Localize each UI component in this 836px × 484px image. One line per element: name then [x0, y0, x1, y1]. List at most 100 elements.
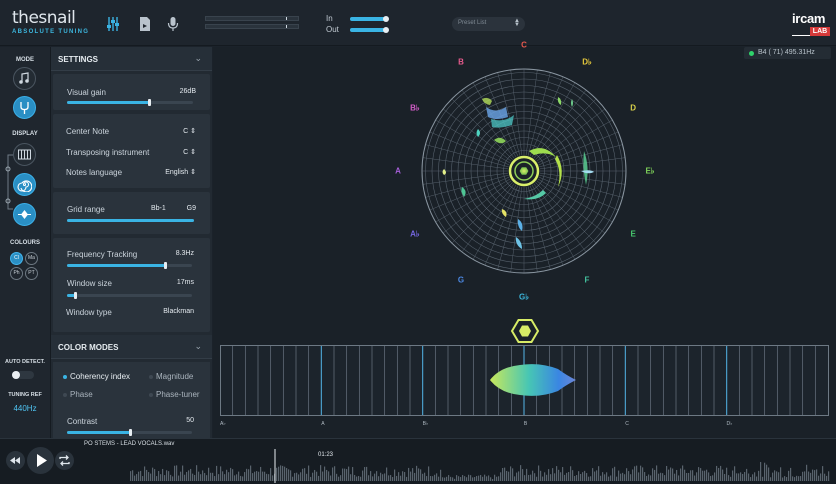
preset-dropdown[interactable]: Preset List ▲ ▼ [452, 17, 525, 31]
tuner-keyboard-strip[interactable] [220, 345, 830, 419]
mode-tuner-button[interactable] [13, 96, 36, 119]
microphone-icon[interactable] [165, 15, 181, 33]
spiral-grid-spoke [531, 82, 576, 158]
spiral-grid-spoke [472, 184, 517, 260]
colour-cl-button[interactable]: Cl [10, 252, 23, 265]
frequency-tracking-knob[interactable] [163, 262, 167, 269]
waveform-bar [466, 477, 468, 481]
colour-ma-button[interactable]: Ma [25, 252, 38, 265]
rewind-button[interactable] [6, 451, 25, 470]
input-gain-label: In [326, 14, 333, 23]
waveform-bar [594, 471, 596, 481]
waveform-bar [474, 477, 476, 481]
waveform-bar [786, 477, 788, 481]
display-spiral-button[interactable] [13, 173, 36, 196]
window-type-select[interactable]: Blackman [163, 308, 194, 315]
chevron-down-icon[interactable]: ⌄ [194, 341, 202, 351]
settings-panel: SETTINGS ⌄ Visual gain 26dB Center Note … [51, 47, 212, 438]
waveform-bar [416, 465, 418, 481]
waveform-bar [592, 468, 594, 481]
color-mode-phase-tuner[interactable]: Phase-tuner [156, 390, 200, 399]
waveform-bar [816, 469, 818, 481]
color-mode-phase[interactable]: Phase [70, 390, 93, 399]
waveform-display[interactable] [80, 449, 830, 483]
waveform-bar [490, 477, 492, 481]
note-label: F [584, 275, 590, 285]
mode-label: MODE [16, 57, 34, 63]
waveform-bar [422, 473, 424, 481]
file-icon[interactable] [137, 15, 153, 33]
spiral-display[interactable] [396, 59, 656, 299]
input-gain-knob[interactable] [383, 16, 390, 22]
radio-selected-icon[interactable] [63, 375, 67, 379]
waveform-bar [356, 476, 358, 481]
colour-pt-button[interactable]: PT [25, 267, 38, 280]
waveform-bar [228, 472, 230, 481]
visual-gain-knob[interactable] [147, 99, 151, 106]
visual-gain-slider[interactable] [67, 99, 193, 106]
loop-button[interactable] [55, 451, 74, 470]
output-gain-slider[interactable] [350, 27, 390, 33]
display-tuner-button[interactable] [13, 203, 36, 226]
notes-language-select[interactable]: English ⇕ [165, 169, 196, 176]
spiral-outer-ring [421, 68, 627, 274]
waveform-bar [586, 473, 588, 481]
waveform-bar [702, 470, 704, 481]
waveform-bar [412, 468, 414, 481]
grid-range-slider[interactable] [67, 219, 194, 222]
waveform-bar [656, 465, 658, 481]
settings-header[interactable]: SETTINGS ⌄ [51, 47, 212, 71]
playback-time: 01:23 [318, 452, 334, 458]
waveform-bar [152, 467, 154, 481]
waveform-bar [212, 472, 214, 481]
window-size-slider[interactable] [67, 292, 192, 299]
color-modes-title: COLOR MODES [58, 343, 119, 352]
keyboard-label: B♭ [422, 421, 429, 427]
radio-unselected-icon[interactable] [149, 393, 153, 397]
waveform-bar [732, 470, 734, 481]
app-logo: thesnail [12, 8, 76, 28]
color-mode-magnitude[interactable]: Magnitude [156, 372, 194, 381]
waveform-bar [614, 466, 616, 481]
waveform-bar [394, 469, 396, 481]
spiral-grid-spoke [435, 119, 511, 164]
waveform-bar [562, 467, 564, 481]
waveform-bar [764, 462, 766, 481]
input-gain-slider[interactable] [350, 16, 390, 22]
spiral-grid-spoke [497, 186, 521, 270]
radio-unselected-icon[interactable] [63, 393, 67, 397]
waveform-bar [710, 475, 712, 481]
colour-ph-button[interactable]: Ph [10, 267, 23, 280]
waveform-bar [456, 475, 458, 481]
play-button[interactable] [27, 447, 54, 474]
waveform-bar [550, 474, 552, 481]
mode-music-button[interactable] [13, 67, 36, 90]
grid-range-low[interactable]: Bb-1 [151, 205, 166, 212]
waveform-bar [282, 465, 284, 481]
contrast-knob[interactable] [128, 429, 132, 436]
chevron-down-icon[interactable]: ⌄ [194, 53, 202, 63]
frequency-tracking-slider[interactable] [67, 262, 192, 269]
output-gain-knob[interactable] [383, 27, 390, 33]
waveform-bar [428, 466, 430, 481]
waveform-bar [766, 464, 768, 481]
waveform-bar [252, 473, 254, 481]
window-size-knob[interactable] [73, 292, 77, 299]
waveform-bar [210, 472, 212, 481]
center-note-select[interactable]: C ⇕ [183, 128, 196, 135]
spiral-grid-spoke [429, 131, 510, 166]
contrast-slider[interactable] [67, 429, 192, 436]
tuning-ref-value[interactable]: 440Hz [13, 404, 37, 413]
display-keyboard-button[interactable] [13, 143, 36, 166]
transposing-select[interactable]: C ⇕ [183, 149, 196, 156]
output-gain-label: Out [326, 25, 339, 34]
color-mode-coherency[interactable]: Coherency index [70, 372, 131, 381]
auto-detect-toggle[interactable] [12, 371, 34, 379]
color-modes-header[interactable]: COLOR MODES ⌄ [51, 335, 212, 359]
grid-range-high[interactable]: G9 [186, 205, 196, 212]
waveform-bar [372, 476, 374, 481]
spiral-icon [17, 180, 32, 192]
mixer-sliders-icon[interactable] [105, 15, 121, 33]
radio-unselected-icon[interactable] [149, 375, 153, 379]
waveform-bar [286, 468, 288, 481]
